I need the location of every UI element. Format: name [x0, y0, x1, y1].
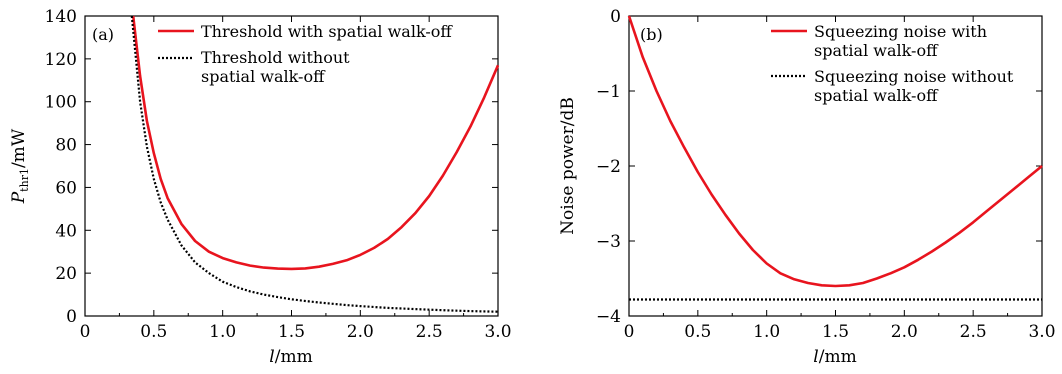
panel-a-ytick-label: 20	[55, 264, 77, 284]
panel-b-ytick-label: −2	[596, 157, 621, 177]
legend-a-with-walkoff: Threshold with spatial walk-off	[201, 22, 453, 41]
panel-b-legend: Squeezing noise with spatial walk-off Sq…	[771, 22, 1014, 105]
panel-a-xtick-label: 2.5	[416, 322, 443, 342]
panel-a-xtick-label: 1.5	[278, 322, 305, 342]
panel-b-xtick-label: 2.0	[891, 322, 918, 342]
panel-a-xtick-label: 2.0	[347, 322, 374, 342]
legend-a-without-walkoff-1: Threshold without	[201, 48, 350, 67]
legend-a-without-walkoff-2: spatial walk-off	[201, 67, 326, 86]
panel-a-xlabel-unit: /mm	[275, 347, 313, 367]
panel-a-ylabel-var: P	[9, 191, 29, 204]
panel-a-ylabel-sub: thr1	[18, 168, 31, 192]
panel-a-label: (a)	[92, 25, 114, 44]
panel-b-frame	[629, 16, 1042, 316]
panel-b-label: (b)	[640, 25, 663, 44]
panel-b-ytick-label: −4	[596, 307, 621, 327]
panel-b: 0 0.5 1.0 1.5 2.0 2.5 3.0 0 −1 −2 −3 −4 (b) Squeezi…	[558, 7, 1056, 367]
panel-a-ytick-label: 60	[55, 178, 77, 198]
panel-a-ylabel-unit: /mW	[9, 128, 29, 168]
legend-b-without-walkoff-1: Squeezing noise without	[814, 67, 1014, 86]
panel-a-ylabel: Pthr1/mW	[9, 128, 31, 204]
panel-b-xtick-label: 0	[624, 322, 635, 342]
panel-a-xtick-label: 3.0	[484, 322, 511, 342]
panel-b-xtick-label: 1.0	[753, 322, 780, 342]
panel-a-ytick-label: 140	[45, 7, 77, 27]
panel-a-xtick-label: 1.0	[209, 322, 236, 342]
panel-a-ytick-label: 120	[45, 50, 77, 70]
panel-b-ytick-label: 0	[610, 7, 621, 27]
panel-a: 0 0.5 1.0 1.5 2.0 2.5 3.0 0 20 40 60 80 100 120 140 (a…	[9, 7, 512, 367]
panel-a-legend: Threshold with spatial walk-off Threshol…	[158, 22, 453, 86]
panel-a-xtick-label: 0.5	[140, 322, 167, 342]
panel-b-xlabel: l/mm	[813, 347, 856, 367]
panel-a-xtick-label: 0	[80, 322, 91, 342]
panel-b-xtick-label: 0.5	[684, 322, 711, 342]
legend-b-with-walkoff-1: Squeezing noise with	[814, 22, 987, 41]
legend-b-without-walkoff-2: spatial walk-off	[814, 86, 939, 105]
panel-b-xtick-label: 3.0	[1028, 322, 1055, 342]
panel-a-ytick-label: 100	[45, 93, 77, 113]
panel-a-ytick-label: 0	[66, 307, 77, 327]
panel-a-ytick-label: 40	[55, 221, 77, 241]
panel-b-ytick-label: −1	[596, 82, 621, 102]
panel-b-xtick-label: 1.5	[822, 322, 849, 342]
panel-a-ytick-label: 80	[55, 136, 77, 156]
legend-b-with-walkoff-2: spatial walk-off	[814, 41, 939, 60]
panel-b-xtick-label: 2.5	[960, 322, 987, 342]
panel-b-ylabel: Noise power/dB	[558, 97, 578, 235]
panel-b-ytick-label: −3	[596, 232, 621, 252]
panel-b-xlabel-unit: /mm	[819, 347, 857, 367]
panel-a-xlabel: l/mm	[269, 347, 312, 367]
